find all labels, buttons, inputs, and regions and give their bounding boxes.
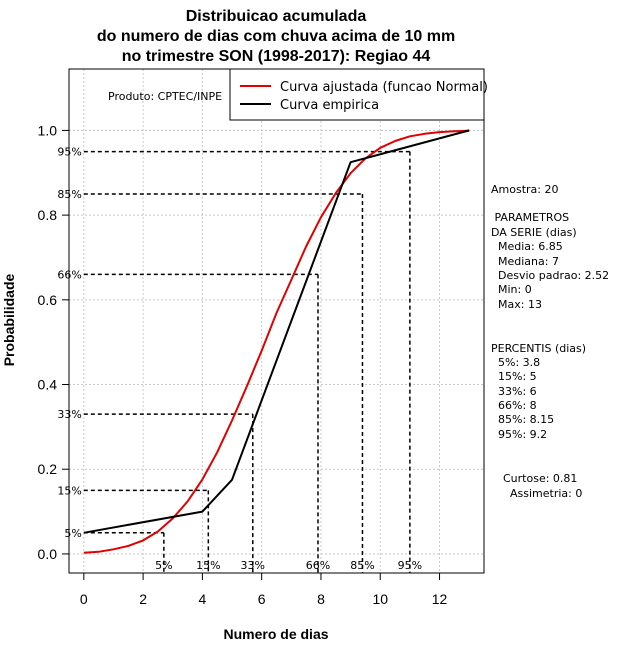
sample-size: Amostra: 20 xyxy=(491,183,558,196)
x-tick-label: 8 xyxy=(317,591,325,607)
percentile-days-label: 85% xyxy=(350,559,374,572)
percentile-p5: 5%: 3.8 xyxy=(498,356,540,369)
param-max: Max: 13 xyxy=(498,298,542,311)
param-mean: Media: 6.85 xyxy=(498,240,563,253)
y-tick-label: 0.8 xyxy=(38,207,58,223)
y-tick-label: 0.0 xyxy=(38,546,58,562)
percentile-days-label: 5% xyxy=(155,559,172,572)
skewness: Assimetria: 0 xyxy=(510,487,582,500)
x-tick-label: 2 xyxy=(139,591,147,607)
x-axis-title: Numero de dias xyxy=(223,626,328,642)
percentile-days-label: 95% xyxy=(398,559,422,572)
y-tick-label: 0.4 xyxy=(38,377,58,393)
percentile-p15: 15%: 5 xyxy=(498,370,537,383)
x-tick-label: 6 xyxy=(258,591,266,607)
x-tick-label: 4 xyxy=(198,591,206,607)
legend-label-fitted: Curva ajustada (funcao Normal) xyxy=(280,80,488,95)
percentile-days-label: 66% xyxy=(306,559,330,572)
percentile-prob-label: 33% xyxy=(57,408,81,421)
chart-title-line-3: no trimestre SON (1998-2017): Regiao 44 xyxy=(122,48,431,65)
param-stddev: Desvio padrao: 2.52 xyxy=(498,269,609,282)
grid xyxy=(69,69,484,573)
empirical-curve xyxy=(83,129,470,534)
chart-title-line-2: do numero de dias com chuva acima de 10 … xyxy=(97,28,455,45)
percentile-prob-label: 66% xyxy=(57,268,81,281)
curves xyxy=(83,129,470,554)
percentiles-title: PERCENTIS (dias) xyxy=(491,342,586,355)
percentile-prob-label: 5% xyxy=(64,527,81,540)
x-tick-label: 0 xyxy=(80,591,88,607)
legend-label-empirical: Curva empirica xyxy=(280,98,379,113)
parameters-title: PARAMETROS xyxy=(491,211,569,224)
x-tick-label: 12 xyxy=(432,591,448,607)
param-min: Min: 0 xyxy=(498,283,532,296)
percentile-p85: 85%: 8.15 xyxy=(498,413,554,426)
percentile-prob-label: 95% xyxy=(57,146,81,159)
parameters-subtitle: DA SERIE (dias) xyxy=(491,226,577,239)
chart-title-line-1: Distribuicao acumulada xyxy=(186,8,367,25)
y-tick-label: 1.0 xyxy=(38,122,58,138)
y-tick-label: 0.2 xyxy=(38,461,58,477)
y-axis-title: Probabilidade xyxy=(1,274,17,367)
percentile-p66: 66%: 8 xyxy=(498,399,537,412)
percentile-prob-label: 85% xyxy=(57,188,81,201)
stats-panel: Amostra: 20 PARAMETROS DA SERIE (dias) M… xyxy=(491,183,609,500)
kurtosis: Curtose: 0.81 xyxy=(503,472,577,485)
percentile-days-label: 15% xyxy=(196,559,220,572)
product-label: Produto: CPTEC/INPE xyxy=(108,90,222,103)
percentile-p33: 33%: 6 xyxy=(498,385,537,398)
y-tick-label: 0.6 xyxy=(38,292,58,308)
legend-box xyxy=(229,68,485,121)
axis-ticks: 0 2 4 6 8 10 12 0.0 0.2 0.4 0.6 0.8 1.0 xyxy=(38,122,448,607)
percentile-prob-label: 15% xyxy=(57,484,81,497)
legend: Curva ajustada (funcao Normal) Curva emp… xyxy=(229,68,488,121)
percentile-p95: 95%: 9.2 xyxy=(498,428,547,441)
percentile-guides: 5% 5% 15% 15% 33% 33% 66% 66% 85% 85% 95% 95% xyxy=(57,146,422,573)
fitted-normal-curve xyxy=(83,129,470,554)
x-tick-label: 10 xyxy=(372,591,388,607)
percentile-days-label: 33% xyxy=(241,559,265,572)
plot-frame xyxy=(68,68,485,574)
param-median: Mediana: 7 xyxy=(498,255,559,268)
